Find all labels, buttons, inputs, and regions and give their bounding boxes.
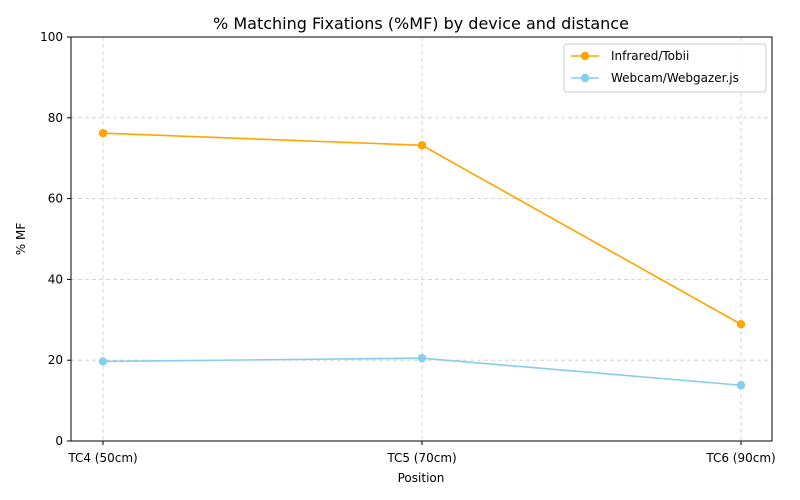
y-tick-label: 40: [48, 272, 63, 286]
x-tick-label: TC6 (90cm): [705, 451, 775, 465]
y-tick-label: 0: [55, 434, 63, 448]
plot-frame: [70, 36, 773, 442]
x-tick-label: TC4 (50cm): [67, 451, 137, 465]
data-point: [736, 381, 746, 390]
grid: [71, 37, 772, 441]
legend-swatch-marker: [580, 73, 590, 83]
y-axis-label: % MF: [14, 223, 28, 256]
data-point: [417, 353, 427, 363]
y-axis-ticks: 0 20 40 60 80 100: [40, 30, 71, 448]
data-point: [98, 128, 108, 138]
series-layer: [98, 128, 746, 390]
x-tick-label: TC5 (70cm): [386, 451, 456, 465]
chart-title: % Matching Fixations (%MF) by device and…: [213, 14, 629, 33]
legend-swatch-marker: [580, 51, 590, 61]
y-tick-label: 80: [48, 111, 63, 125]
x-axis-label: Position: [398, 471, 445, 485]
legend-box: [563, 43, 767, 93]
axes: [70, 36, 773, 442]
y-tick-label: 100: [40, 30, 63, 44]
x-axis-ticks: TC4 (50cm) TC5 (70cm) TC6 (90cm): [67, 441, 776, 465]
legend-label: Webcam/Webgazer.js: [611, 71, 739, 85]
y-tick-label: 20: [48, 353, 63, 367]
y-tick-label: 60: [48, 192, 63, 206]
legend: Infrared/Tobii Webcam/Webgazer.js: [563, 43, 767, 93]
data-point: [417, 141, 427, 150]
data-point: [98, 357, 108, 366]
data-point: [736, 320, 746, 329]
legend-label: Infrared/Tobii: [611, 49, 689, 63]
